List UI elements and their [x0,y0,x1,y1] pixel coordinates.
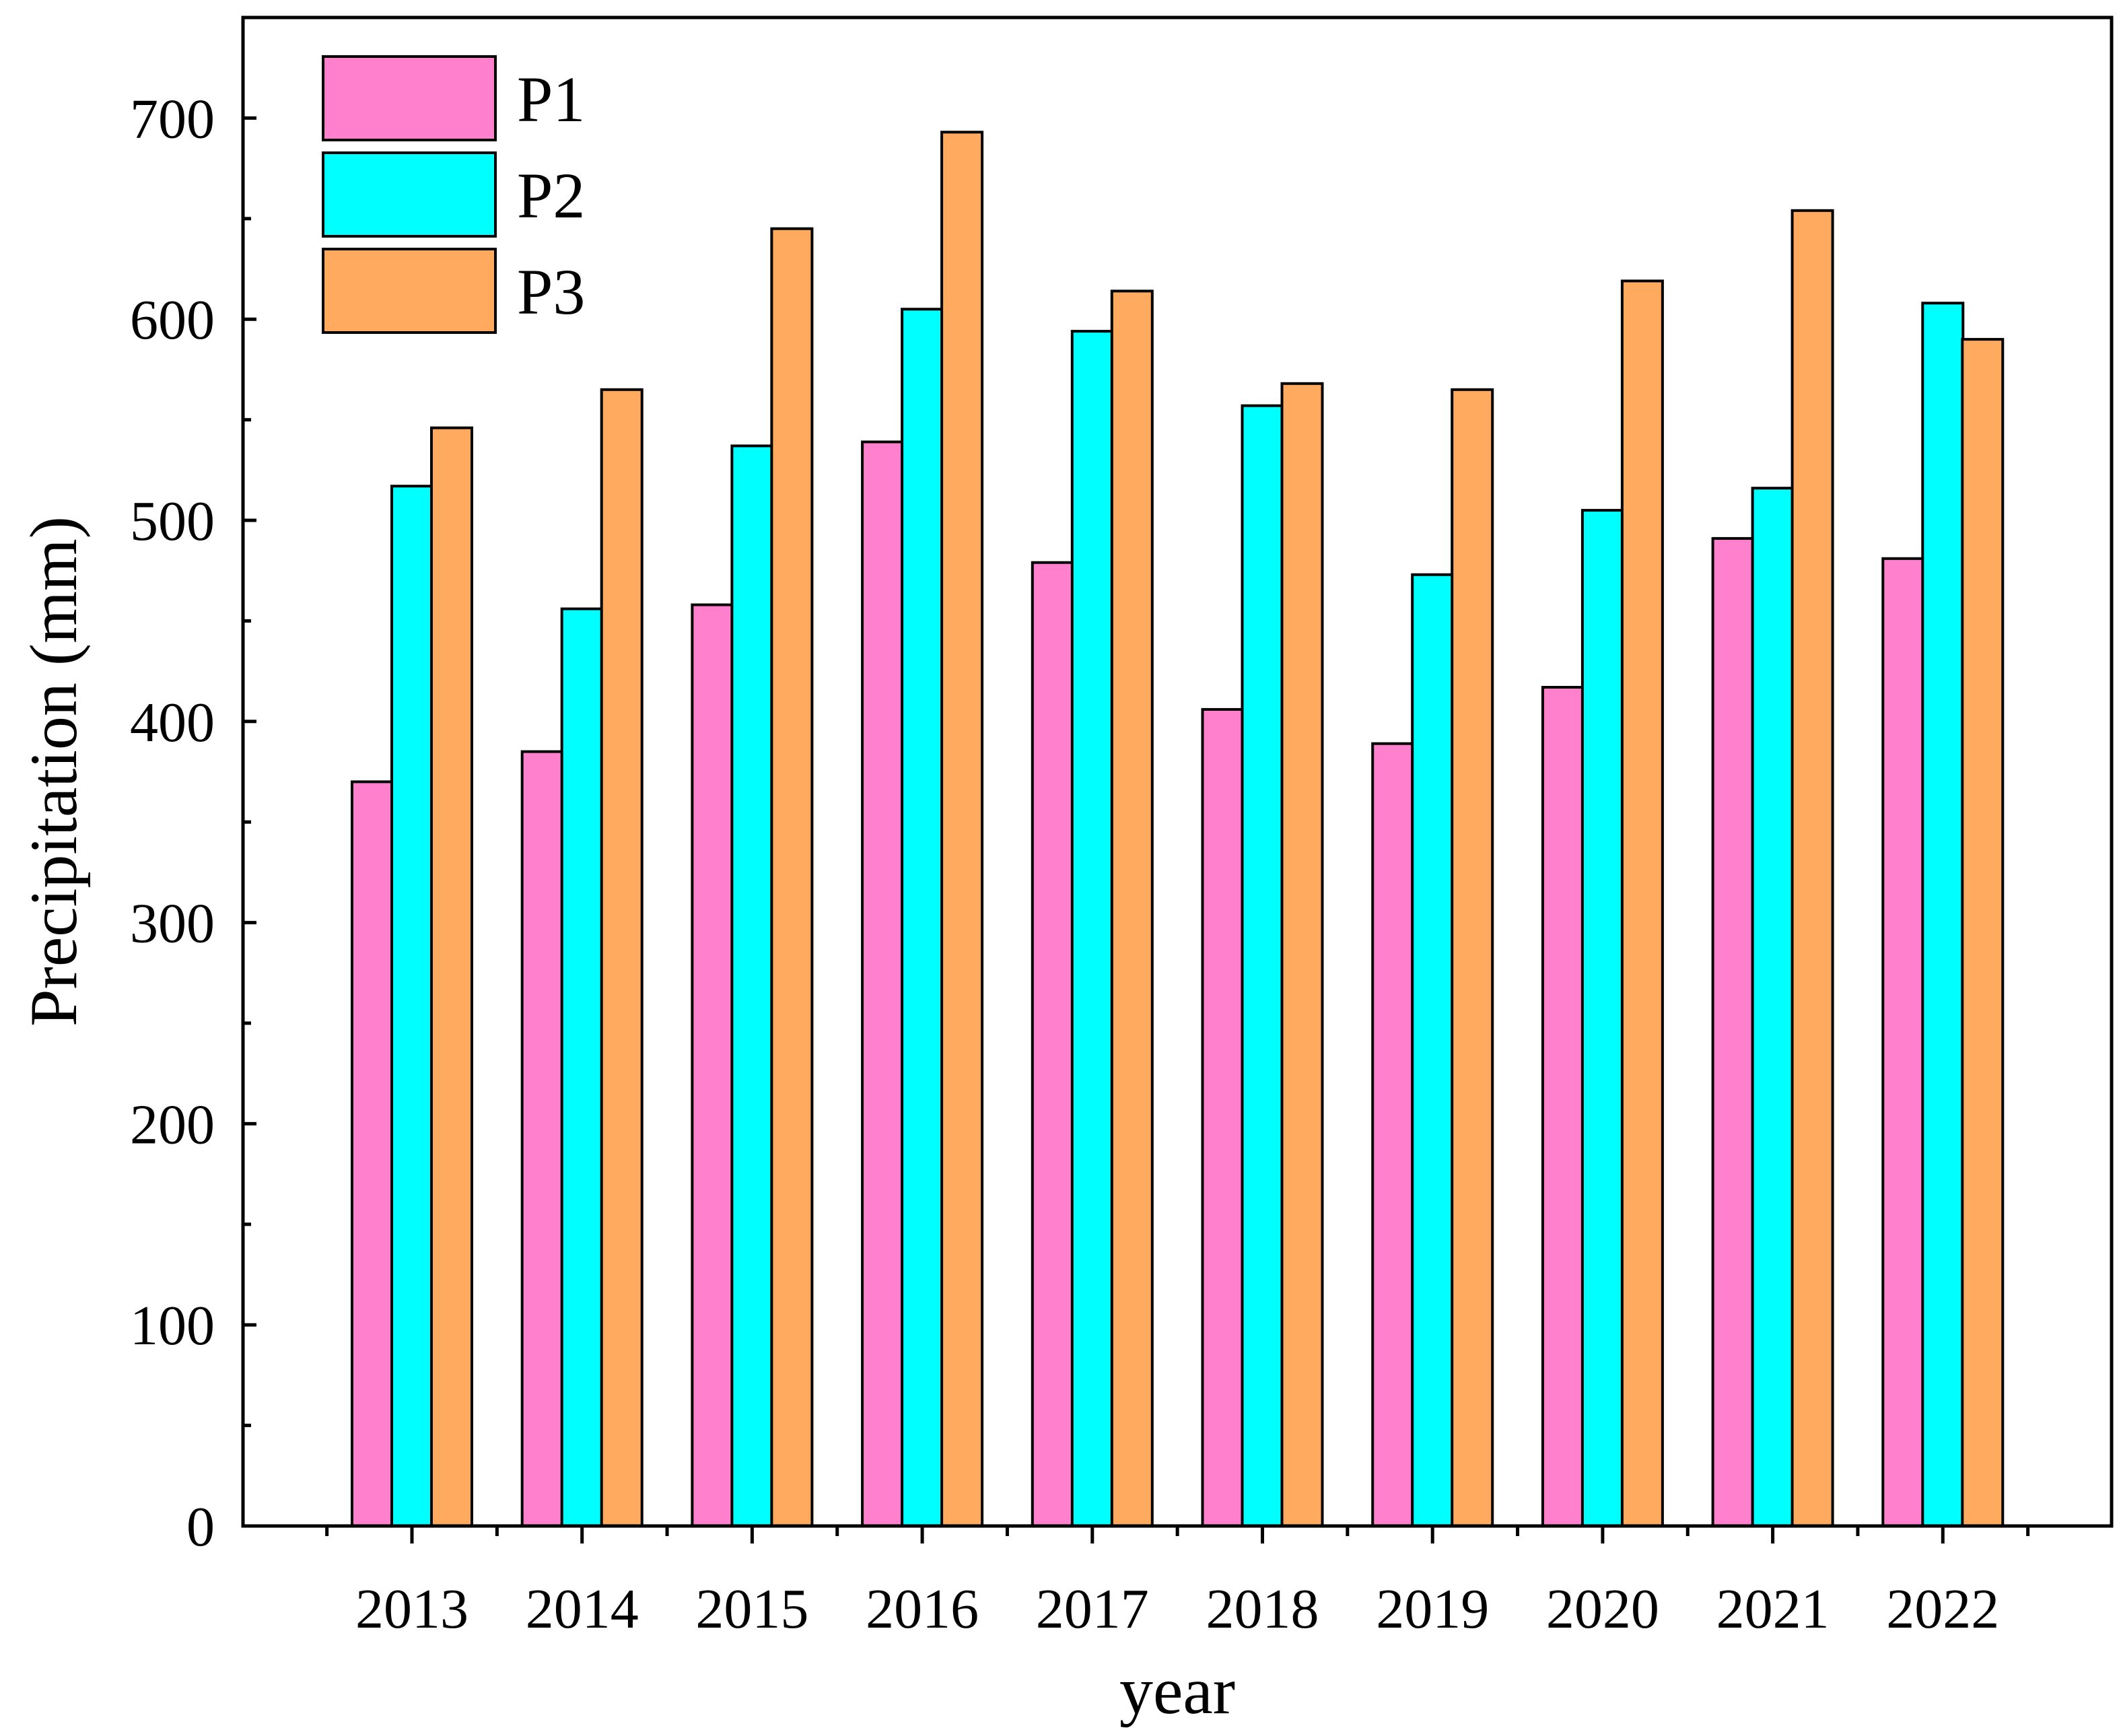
bar-p3-2021 [1790,209,1834,1527]
y-tick-label: 700 [130,88,215,150]
bar-p1-2014 [520,750,564,1527]
x-tick-label-2016: 2016 [866,1578,979,1640]
y-tick-label: 500 [130,490,215,553]
x-tick-label-2018: 2018 [1206,1578,1319,1640]
bar-p2-2014 [560,607,604,1527]
bar-p3-2016 [940,131,984,1527]
legend-label-p2: P2 [517,160,585,232]
y-tick-label: 200 [130,1093,215,1156]
x-axis-title: year [1119,1653,1235,1728]
y-axis: 0 100 200 300 400 500 600 700 [130,15,256,1558]
bar-p2-2022 [1921,302,1965,1527]
bar-p1-2022 [1881,557,1925,1527]
bar-p3-2013 [430,426,473,1527]
bar-p2-2020 [1580,509,1624,1527]
x-tick-label-2015: 2015 [695,1578,808,1640]
y-axis-title: Precipitation (mm) [16,516,91,1027]
legend-label-p3: P3 [517,256,585,328]
bar-p1-2019 [1371,742,1415,1527]
bar-p2-2017 [1070,330,1114,1528]
x-tick-label-2021: 2021 [1716,1578,1830,1640]
bar-p2-2013 [390,485,433,1528]
bar-p1-2018 [1201,707,1245,1527]
y-tick-label: 100 [130,1294,215,1357]
bar-p3-2019 [1451,388,1494,1527]
bar-p1-2020 [1541,686,1585,1527]
bar-p3-2022 [1961,338,2005,1528]
bar-p3-2017 [1110,289,1154,1527]
bar-p1-2016 [861,440,905,1527]
x-tick-label-2020: 2020 [1546,1578,1659,1640]
y-tick-label: 0 [186,1496,215,1558]
bar-p3-2015 [770,227,814,1528]
bar-p1-2017 [1031,561,1074,1528]
bar-p1-2015 [691,603,734,1527]
legend-swatch-p1 [322,55,497,141]
bar-p3-2018 [1280,382,1324,1527]
x-tick-label-2014: 2014 [526,1578,639,1640]
legend-swatch-p3 [322,248,497,334]
legend-label-p1: P1 [517,63,585,135]
bar-p1-2013 [351,780,394,1527]
x-tick-label-2013: 2013 [355,1578,468,1640]
bar-p2-2016 [901,308,944,1527]
bar-p2-2018 [1241,404,1284,1528]
bar-p3-2020 [1620,279,1664,1527]
bar-p1-2021 [1711,536,1755,1527]
y-tick-label: 400 [130,691,215,754]
x-tick-label-2022: 2022 [1886,1578,1999,1640]
x-axis: 2013 2014 2015 2016 2017 2018 2019 2020 2021 2022 [325,1526,2030,1640]
y-tick-label: 600 [130,289,215,351]
y-tick-label: 300 [130,893,215,955]
bar-p2-2015 [730,444,774,1527]
bar-p3-2014 [600,388,644,1527]
bars-layer [351,131,2005,1528]
legend: P1 P2 P3 [322,55,585,334]
bar-p2-2019 [1411,573,1455,1528]
x-tick-label-2017: 2017 [1036,1578,1149,1640]
legend-swatch-p2 [322,151,497,238]
x-tick-label-2019: 2019 [1376,1578,1489,1640]
bar-p2-2021 [1751,487,1795,1528]
